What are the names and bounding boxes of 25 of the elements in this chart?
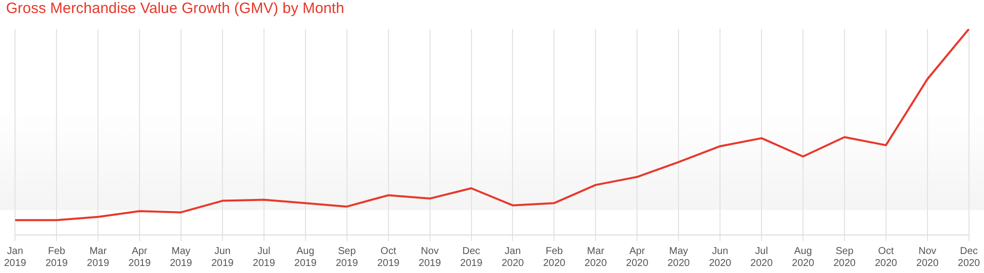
x-tick-label: Sep 2020 — [833, 246, 856, 269]
x-tick-label: May 2020 — [667, 246, 690, 269]
x-tick-label: May 2019 — [170, 246, 193, 269]
x-tick-label: Jan 2019 — [4, 246, 27, 269]
x-tick-label: Mar 2020 — [584, 246, 608, 269]
x-tick-label: Jul 2020 — [750, 246, 774, 269]
x-tick-label: Apr 2019 — [128, 246, 152, 269]
x-tick-label: Nov 2020 — [916, 246, 939, 269]
x-tick-label: Dec 2019 — [460, 246, 483, 269]
x-tick-label: Jan 2020 — [502, 246, 524, 269]
x-tick-label: Aug 2019 — [294, 246, 317, 269]
x-tick-label: Feb 2020 — [543, 246, 566, 269]
x-tick-label: Sep 2019 — [336, 246, 358, 269]
x-tick-label: Feb 2019 — [45, 246, 68, 269]
x-tick-label: Oct 2020 — [874, 246, 898, 269]
chart-title: Gross Merchandise Value Growth (GMV) by Month — [6, 0, 344, 17]
x-tick-label: Apr 2020 — [626, 246, 649, 269]
x-tick-label: Nov 2019 — [418, 246, 442, 269]
x-tick-label: Dec 2020 — [958, 246, 980, 269]
x-tick-label: Aug 2020 — [792, 246, 815, 269]
x-tick-label: Jun 2019 — [211, 246, 234, 269]
x-tick-label: Jun 2020 — [708, 246, 732, 269]
x-tick-label: Oct 2019 — [377, 246, 400, 269]
x-tick-label: Mar 2019 — [86, 246, 110, 269]
x-tick-label: Jul 2019 — [252, 246, 276, 269]
